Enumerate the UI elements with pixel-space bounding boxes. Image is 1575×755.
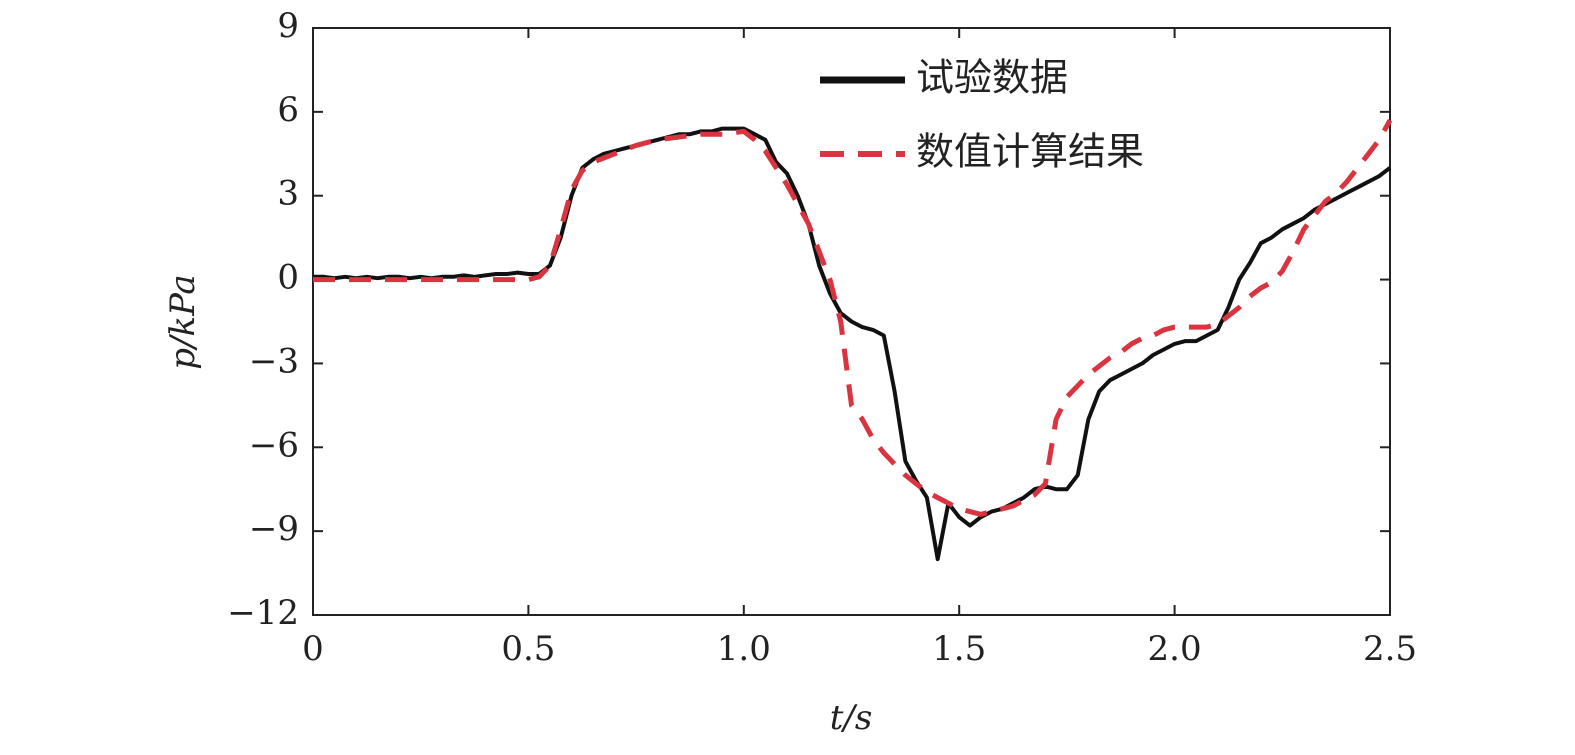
x-tick-label: 1.5	[932, 629, 986, 669]
y-tick-label: −9	[249, 509, 299, 549]
x-tick-label: 1.0	[717, 629, 771, 669]
x-tick-label: 2.5	[1363, 629, 1417, 669]
y-tick-label: 9	[277, 6, 299, 46]
data-line	[313, 118, 1393, 517]
y-tick-label: −6	[249, 425, 299, 465]
legend-label: 数值计算结果	[916, 130, 1144, 174]
y-axis-label: p/kPa	[163, 274, 203, 369]
y-tick-label: 6	[277, 90, 299, 130]
x-axis-label: t/s	[830, 698, 873, 738]
x-tick-label: 2.0	[1148, 629, 1202, 669]
data-line	[313, 126, 1392, 562]
x-tick-label: 0.5	[501, 629, 555, 669]
y-tick-label: 0	[277, 258, 299, 298]
y-tick-label: −3	[249, 341, 299, 381]
y-tick-label: 3	[277, 174, 299, 214]
plot-frame	[312, 27, 1391, 616]
legend-label: 试验数据	[916, 56, 1068, 100]
x-tick-label: 0	[302, 629, 324, 669]
y-tick-label: −12	[227, 593, 299, 633]
